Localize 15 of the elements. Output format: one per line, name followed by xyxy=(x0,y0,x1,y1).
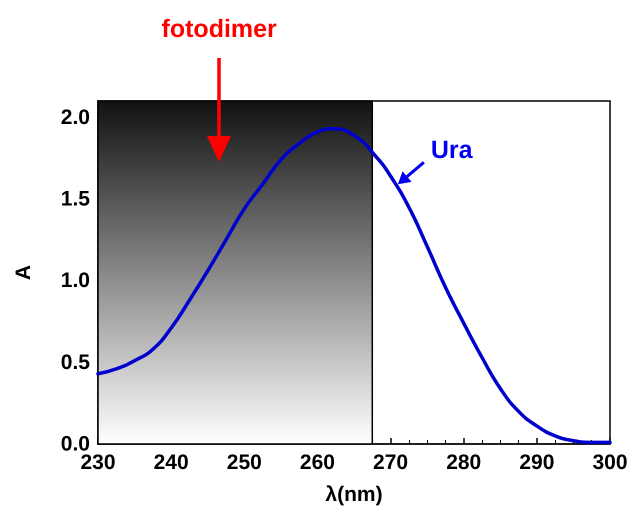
x-tick-label: 240 xyxy=(154,451,189,474)
annotation: Ura xyxy=(430,136,473,166)
y-tick-label: 2.0 xyxy=(60,106,90,129)
x-tick-label: 270 xyxy=(373,451,408,474)
y-tick-label: 1.0 xyxy=(60,269,90,292)
y-tick-label: 1.5 xyxy=(60,188,90,210)
x-tick-label: 250 xyxy=(226,451,262,474)
y-tick-label: 0.5 xyxy=(60,350,90,374)
x-axis-title: λ(nm) xyxy=(325,483,383,506)
y-axis-title: A xyxy=(12,264,35,280)
x-tick-label: 280 xyxy=(446,451,482,474)
text: fotodimer xyxy=(162,15,277,44)
x-tick-label: 260 xyxy=(300,451,335,474)
x-tick-label: 300 xyxy=(592,451,628,474)
x-tick-label: 290 xyxy=(519,451,554,474)
